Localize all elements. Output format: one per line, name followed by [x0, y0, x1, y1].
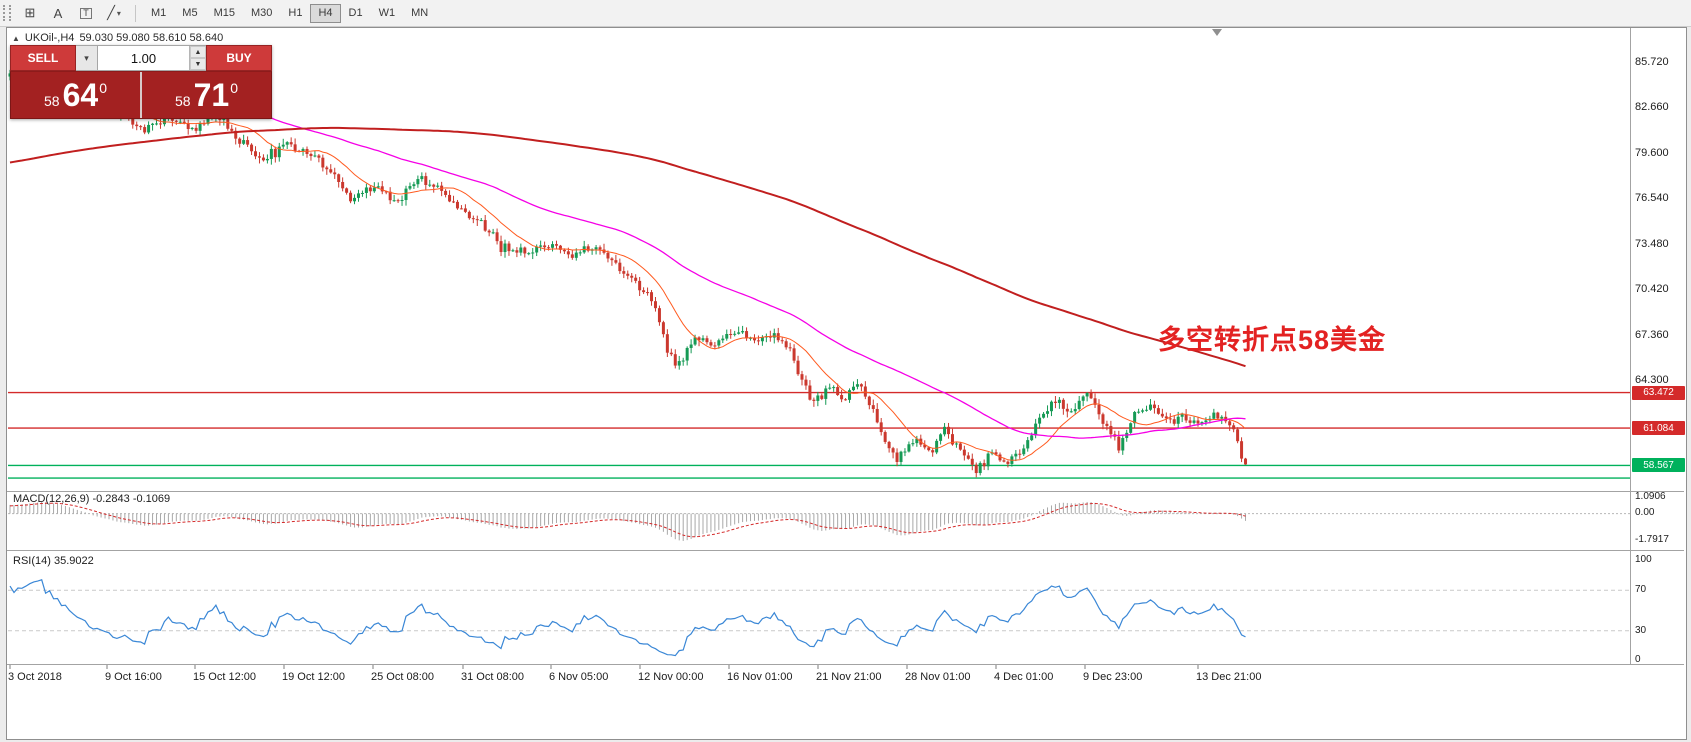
- macd-scale-min: -1.7917: [1635, 534, 1669, 545]
- chart-title: ▲ UKOil-,H4 59.030 59.080 58.610 58.640: [12, 32, 223, 44]
- level-price-label: 63.472: [1632, 385, 1685, 400]
- timeframe-mn[interactable]: MN: [403, 4, 436, 23]
- rsi-scale-70: 70: [1635, 584, 1647, 595]
- timeframe-m15[interactable]: M15: [206, 4, 243, 23]
- sell-price-button[interactable]: 58 64 0: [11, 72, 140, 118]
- level-price-label: 61.084: [1632, 421, 1685, 436]
- macd-histogram: [8, 501, 1630, 541]
- volume-increase-button[interactable]: ▲: [190, 46, 206, 58]
- chart-shift-marker[interactable]: [1212, 29, 1222, 36]
- x-axis-date: 15 Oct 12:00: [193, 671, 256, 683]
- sell-button[interactable]: SELL: [10, 45, 76, 71]
- text-tool-icon: A: [53, 5, 63, 21]
- text-label-tool-button[interactable]: T: [74, 3, 98, 23]
- trade-panel-divider: [140, 72, 142, 118]
- volume-decrease-button[interactable]: ▼: [190, 58, 206, 70]
- macd-indicator-label: MACD(12,26,9) -0.2843 -0.1069: [13, 493, 171, 505]
- y-axis-tick: 70.420: [1635, 283, 1669, 296]
- x-axis-date: 28 Nov 01:00: [905, 671, 971, 683]
- x-axis-date: 4 Dec 01:00: [994, 671, 1054, 683]
- timeframe-m30[interactable]: M30: [243, 4, 280, 23]
- y-axis-tick: 85.720: [1635, 56, 1669, 68]
- chart-window: [6, 27, 1687, 740]
- ma-line-period-200: [9, 126, 1246, 368]
- time-axis-ticks: [9, 665, 1199, 669]
- x-axis-date: 13 Dec 21:00: [1196, 671, 1262, 683]
- volume-dropdown-button[interactable]: ▾: [76, 45, 98, 71]
- chart-annotation-text[interactable]: 多空转折点58美金: [1158, 325, 1387, 355]
- text-tool-button[interactable]: A: [46, 3, 70, 23]
- buy-button[interactable]: BUY: [206, 45, 272, 71]
- volume-value[interactable]: 1.00: [130, 50, 157, 66]
- rsi-scale-0: 0: [1635, 654, 1641, 665]
- chart-ohlc-values: 59.030 59.080 58.610 58.640: [79, 32, 224, 44]
- x-axis-date: 31 Oct 08:00: [461, 671, 524, 683]
- ask-price-point: 0: [230, 80, 238, 96]
- x-axis-date: 16 Nov 01:00: [727, 671, 793, 683]
- chart-window-icon: ▲: [12, 33, 20, 43]
- x-axis-date: 19 Oct 12:00: [282, 671, 345, 683]
- panel-separators: [7, 28, 1684, 665]
- toolbar: ⊞ A T ╱ ▾ M1 M5 M15 M30 H1 H4 D1 W1 MN: [0, 0, 1691, 27]
- y-axis-tick: 76.540: [1635, 192, 1669, 205]
- shapes-tool-button[interactable]: ╱ ▾: [102, 3, 126, 23]
- y-axis-tick: 73.480: [1635, 237, 1669, 250]
- trade-panel-prices: 58 64 0 58 71 0: [10, 71, 272, 119]
- chevron-down-icon: ▾: [84, 52, 89, 63]
- timeframe-h1[interactable]: H1: [280, 4, 310, 23]
- volume-field[interactable]: 1.00 ▲ ▼: [98, 45, 206, 71]
- x-axis-date: 9 Oct 16:00: [105, 671, 162, 683]
- toolbar-separator: [135, 4, 136, 22]
- trade-panel-controls: SELL ▾ 1.00 ▲ ▼ BUY: [10, 45, 272, 71]
- level-price-label: 58.567: [1632, 458, 1685, 473]
- timeframe-w1[interactable]: W1: [371, 4, 404, 23]
- bid-price-point: 0: [99, 80, 107, 96]
- chart-symbol-period: UKOil-,H4: [24, 32, 75, 44]
- one-click-trading-panel: SELL ▾ 1.00 ▲ ▼ BUY 58 64 0 58 71: [10, 45, 272, 119]
- bid-price-major: 58: [44, 93, 60, 109]
- x-axis-date: 25 Oct 08:00: [371, 671, 434, 683]
- text-label-icon: T: [80, 7, 92, 19]
- rsi-scale-30: 30: [1635, 625, 1647, 636]
- volume-spinner: ▲ ▼: [189, 46, 206, 70]
- ma-line-period-55: [9, 87, 1246, 439]
- y-axis-tick: 67.360: [1635, 328, 1669, 341]
- x-axis-date: 12 Nov 00:00: [638, 671, 704, 683]
- buy-price-button[interactable]: 58 71 0: [142, 72, 271, 118]
- level-lines-layer: [8, 391, 1630, 479]
- ma-line-period-13: [9, 63, 1246, 461]
- x-axis-date: 9 Dec 23:00: [1083, 671, 1143, 683]
- macd-signal-line: [9, 502, 1246, 538]
- rsi-indicator-label: RSI(14) 35.9022: [13, 555, 94, 567]
- y-axis-tick: 64.300: [1635, 374, 1669, 387]
- timeframe-d1[interactable]: D1: [341, 4, 371, 23]
- timeframe-m1[interactable]: M1: [143, 4, 174, 23]
- macd-scale-zero: 0.00: [1635, 507, 1655, 518]
- chevron-down-icon: ▾: [116, 8, 121, 18]
- x-axis-date: 6 Nov 05:00: [549, 671, 609, 683]
- y-axis-tick: 79.600: [1635, 146, 1669, 159]
- shapes-icon: ╱: [107, 5, 115, 20]
- timeframe-m5[interactable]: M5: [174, 4, 205, 23]
- bid-price-pips: 64: [62, 77, 99, 113]
- ask-price-major: 58: [175, 93, 191, 109]
- ask-price-pips: 71: [193, 77, 230, 113]
- grid-tool-button[interactable]: ⊞: [18, 3, 42, 23]
- macd-scale-max: 1.0906: [1635, 491, 1666, 502]
- y-axis-tick: 82.660: [1635, 101, 1669, 114]
- grid-icon: ⊞: [24, 5, 36, 20]
- x-axis-date: 3 Oct 2018: [8, 671, 62, 683]
- x-axis-date: 21 Nov 21:00: [816, 671, 882, 683]
- toolbar-drag-handle[interactable]: [3, 5, 11, 21]
- rsi-scale-100: 100: [1635, 554, 1652, 565]
- rsi-panel-layer: [8, 579, 1630, 657]
- timeframe-h4[interactable]: H4: [310, 3, 341, 23]
